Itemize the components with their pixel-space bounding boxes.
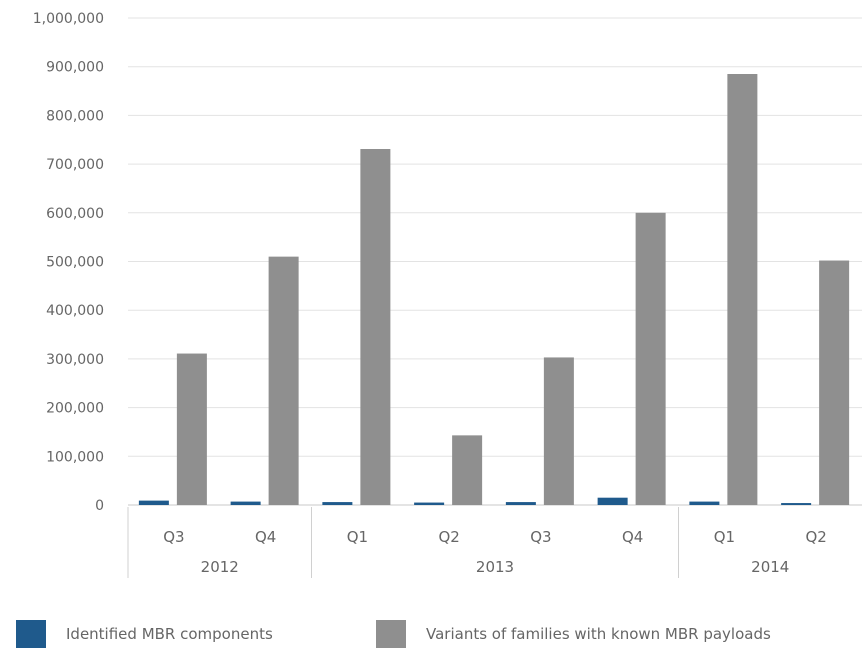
bar-variants	[543, 357, 574, 505]
y-tick-label: 700,000	[46, 157, 104, 173]
bar-mbr-components	[230, 501, 261, 505]
bar-variants	[452, 435, 483, 505]
x-tick-label: Q3	[530, 528, 551, 546]
y-tick-label: 0	[95, 498, 104, 514]
legend: Identified MBR components Variants of fa…	[0, 600, 862, 648]
legend-item-variants: Variants of families with known MBR payl…	[376, 620, 771, 648]
bar-variants	[819, 260, 850, 505]
y-tick-label: 500,000	[46, 255, 104, 271]
x-tick-label: Q2	[438, 528, 459, 546]
y-tick-label: 200,000	[46, 401, 104, 417]
y-tick-label: 300,000	[46, 352, 104, 368]
x-group-label: 2012	[201, 558, 239, 576]
y-tick-label: 400,000	[46, 303, 104, 319]
bar-mbr-components	[414, 502, 445, 505]
bar-variants	[176, 353, 207, 505]
gridlines	[128, 17, 862, 506]
bar-mbr-components	[689, 501, 720, 505]
y-tick-label: 600,000	[46, 206, 104, 222]
y-tick-label: 1,000,000	[33, 11, 104, 27]
bar-variants	[268, 256, 299, 505]
bar-variants	[727, 74, 758, 505]
x-tick-label: Q3	[163, 528, 184, 546]
y-axis-ticks: 0 100,000 200,000 300,000 400,000 500,000 600,…	[33, 11, 104, 514]
x-tick-label: Q2	[805, 528, 826, 546]
legend-label-variants: Variants of families with known MBR payl…	[426, 625, 771, 643]
bars	[138, 74, 850, 506]
legend-swatch-mbr-components	[16, 620, 46, 648]
bar-chart: 0 100,000 200,000 300,000 400,000 500,000 600,…	[33, 11, 862, 578]
x-group-label: 2014	[751, 558, 789, 576]
y-tick-label: 800,000	[46, 108, 104, 124]
legend-swatch-variants	[376, 620, 406, 648]
y-tick-label: 900,000	[46, 60, 104, 76]
bar-mbr-components	[505, 502, 536, 505]
x-tick-label: Q4	[255, 528, 276, 546]
x-group-label: 2013	[476, 558, 514, 576]
bar-mbr-components	[322, 502, 353, 505]
bar-variants	[635, 212, 666, 506]
bar-variants	[360, 149, 391, 506]
x-tick-label: Q4	[622, 528, 643, 546]
bar-mbr-components	[597, 497, 628, 505]
bar-mbr-components	[781, 503, 812, 505]
x-tick-label: Q1	[347, 528, 368, 546]
bar-mbr-components	[138, 500, 169, 505]
legend-item-mbr-components: Identified MBR components	[16, 620, 273, 648]
legend-label-mbr-components: Identified MBR components	[66, 625, 273, 643]
x-axis: Q3 Q4 2012 Q1 Q2 Q3 Q4 2013 Q1 Q2 2014	[127, 507, 827, 578]
y-tick-label: 100,000	[46, 449, 104, 465]
x-tick-label: Q1	[714, 528, 735, 546]
